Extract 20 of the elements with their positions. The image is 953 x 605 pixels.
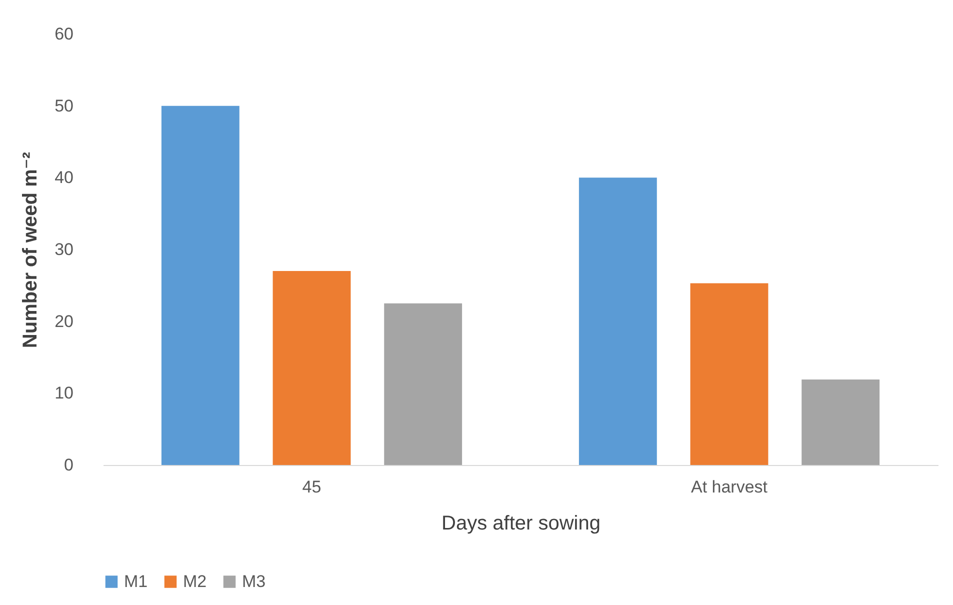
bar xyxy=(161,106,240,465)
x-axis-title: Days after sowing xyxy=(442,512,600,534)
y-axis-title: Number of weed m⁻² xyxy=(20,152,42,348)
bar xyxy=(802,380,880,465)
y-tick-label: 0 xyxy=(64,456,74,474)
bar xyxy=(384,303,462,465)
legend-label: M3 xyxy=(242,572,266,591)
bar xyxy=(690,283,768,465)
y-tick-label: 30 xyxy=(54,240,74,259)
x-tick-label: At harvest xyxy=(690,478,768,496)
bar xyxy=(272,271,351,465)
y-tick-label: 10 xyxy=(54,384,74,403)
legend-label: M2 xyxy=(183,572,207,591)
y-tick-label: 40 xyxy=(54,168,74,188)
y-tick-label: 20 xyxy=(54,312,74,331)
y-tick-label: 50 xyxy=(54,96,74,116)
legend-label: M1 xyxy=(124,572,148,591)
y-tick-label: 60 xyxy=(54,24,74,44)
bar xyxy=(578,178,657,465)
x-tick-label: 45 xyxy=(302,478,322,496)
